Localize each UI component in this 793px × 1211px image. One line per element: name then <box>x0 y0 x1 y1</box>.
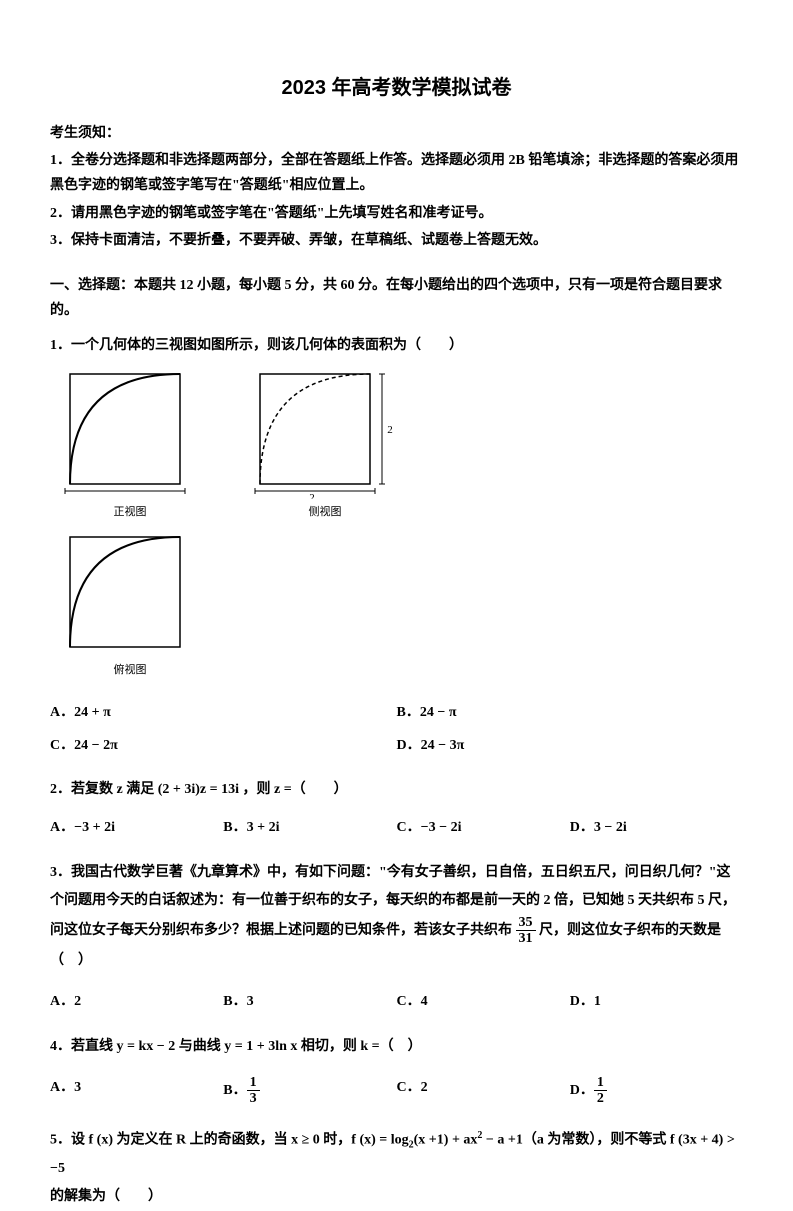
q3-option-b: B．3 <box>223 985 396 1018</box>
side-view-svg: 2 2 <box>250 369 400 499</box>
top-view-label: 俯视图 <box>114 661 147 681</box>
q4-b-fraction: 13 <box>247 1075 260 1107</box>
q1-option-c: C．24 − 2π <box>50 729 397 762</box>
top-view-svg <box>60 532 200 657</box>
instruction-line-1: 1．全卷分选择题和非选择题两部分，全部在答题纸上作答。选择题必须用 2B 铅笔填… <box>50 148 743 198</box>
q3-fraction: 3531 <box>516 915 536 947</box>
q3-frac-den: 31 <box>516 931 536 946</box>
q1-option-d: D．24 − 3π <box>397 729 744 762</box>
q4-d-den: 2 <box>594 1091 607 1106</box>
figure-side-view: 2 2 侧视图 <box>250 369 400 523</box>
question-1-options: A．24 + π B．24 − π C．24 − 2π D．24 − 3π <box>50 696 743 762</box>
question-3-options: A．2 B．3 C．4 D．1 <box>50 985 743 1018</box>
question-1-figures: 正视图 2 2 侧视图 俯视图 <box>60 369 743 682</box>
q1-option-b: B．24 − π <box>397 696 744 729</box>
q4-b-prefix: B． <box>223 1083 246 1098</box>
section-1-header: 一、选择题：本题共 12 小题，每小题 5 分，共 60 分。在每小题给出的四个… <box>50 273 743 323</box>
question-2-options: A．−3 + 2i B．3 + 2i C．−3 − 2i D．3 − 2i <box>50 811 743 844</box>
q4-b-den: 3 <box>247 1091 260 1106</box>
q3-frac-num: 35 <box>516 915 536 931</box>
q1-option-a: A．24 + π <box>50 696 397 729</box>
question-5-text: 5．设 f (x) 为定义在 R 上的奇函数，当 x ≥ 0 时，f (x) =… <box>50 1126 743 1211</box>
side-width-label: 2 <box>309 492 315 499</box>
q5-p2: (x +1) + ax <box>414 1132 478 1147</box>
question-2-text: 2．若复数 z 满足 (2 + 3i)z = 13i ，则 z =（ ） <box>50 777 743 802</box>
side-height-label: 2 <box>387 424 393 436</box>
q5-p1: 5．设 f (x) 为定义在 R 上的奇函数，当 x ≥ 0 时，f (x) =… <box>50 1132 409 1147</box>
q4-d-fraction: 12 <box>594 1075 607 1107</box>
question-4-options: A．3 B．13 C．2 D．12 <box>50 1071 743 1111</box>
instruction-line-2: 2．请用黑色字迹的钢笔或签字笔在"答题纸"上先填写姓名和准考证号。 <box>50 201 743 226</box>
question-3-text: 3．我国古代数学巨著《九章算术》中，有如下问题："今有女子善织，日自倍，五日织五… <box>50 859 743 975</box>
q2-option-a: A．−3 + 2i <box>50 811 223 844</box>
figure-top-view: 俯视图 <box>60 532 200 681</box>
side-view-label: 侧视图 <box>309 503 342 523</box>
question-4-text: 4．若直线 y = kx − 2 与曲线 y = 1 + 3ln x 相切，则 … <box>50 1033 743 1061</box>
q4-option-c: C．2 <box>397 1071 570 1111</box>
front-view-label: 正视图 <box>114 503 147 523</box>
q2-option-c: C．−3 − 2i <box>397 811 570 844</box>
q3-option-a: A．2 <box>50 985 223 1018</box>
q4-option-b: B．13 <box>223 1071 396 1111</box>
q2-option-b: B．3 + 2i <box>223 811 396 844</box>
page-title: 2023 年高考数学模拟试卷 <box>50 70 743 106</box>
q4-option-a: A．3 <box>50 1071 223 1111</box>
q2-option-d: D．3 − 2i <box>570 811 743 844</box>
q4-b-num: 1 <box>247 1075 260 1091</box>
instructions-block: 考生须知： 1．全卷分选择题和非选择题两部分，全部在答题纸上作答。选择题必须用 … <box>50 121 743 253</box>
q4-d-num: 1 <box>594 1075 607 1091</box>
instructions-header: 考生须知： <box>50 121 743 146</box>
q4-option-d: D．12 <box>570 1071 743 1111</box>
question-1-text: 1．一个几何体的三视图如图所示，则该几何体的表面积为（ ） <box>50 333 743 358</box>
instruction-line-3: 3．保持卡面清洁，不要折叠，不要弄破、弄皱，在草稿纸、试题卷上答题无效。 <box>50 228 743 253</box>
q5-line2: 的解集为（ ） <box>50 1183 743 1211</box>
q4-d-prefix: D． <box>570 1083 594 1098</box>
figure-front-view: 正视图 <box>60 369 200 523</box>
front-view-svg <box>60 369 200 499</box>
q3-option-d: D．1 <box>570 985 743 1018</box>
q3-option-c: C．4 <box>397 985 570 1018</box>
